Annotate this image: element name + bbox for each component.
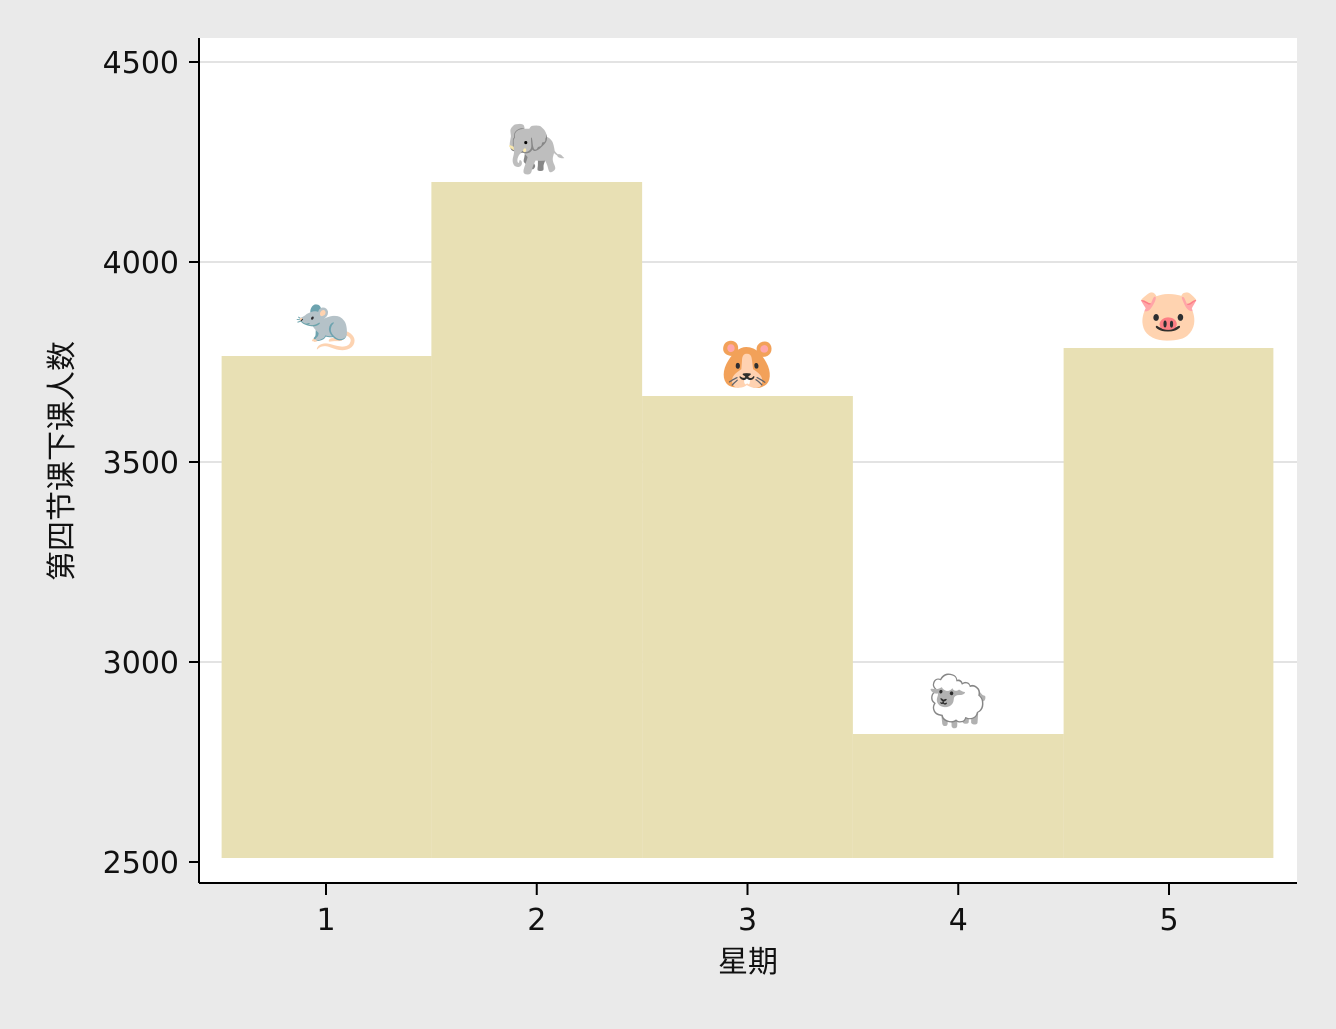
sheep-icon: 🐑 [927,671,989,730]
y-tick-label: 4500 [103,46,179,81]
bars [221,182,1274,858]
y-tick-label: 2500 [103,846,179,881]
x-tick-label: 1 [316,903,335,938]
x-tick-label: 2 [527,903,546,938]
x-tick-label: 3 [738,903,757,938]
x-tick-label: 5 [1159,903,1178,938]
elephant-icon: 🐘 [506,120,568,178]
bar-5 [1063,348,1274,858]
rat-icon: 🐀 [295,294,358,352]
y-axis-title: 第四节课下课人数 [45,341,80,581]
bar-3 [642,396,853,858]
y-tick-label: 4000 [103,246,179,281]
bar-icons: 🐀 🐘 🐹 🐑 🐷 [295,120,1200,730]
bar-1 [221,356,432,858]
y-tick-label: 3500 [103,446,179,481]
bar-4 [852,734,1064,858]
x-ticks: 1 2 3 4 5 [316,883,1179,938]
y-tick-label: 3000 [103,646,179,681]
hamster-icon: 🐹 [716,334,778,392]
bar-2 [431,182,643,858]
pig-icon: 🐷 [1138,286,1200,344]
y-ticks: 2500 3000 3500 4000 4500 [103,46,199,881]
x-axis-title: 星期 [718,945,778,980]
x-tick-label: 4 [949,903,968,938]
